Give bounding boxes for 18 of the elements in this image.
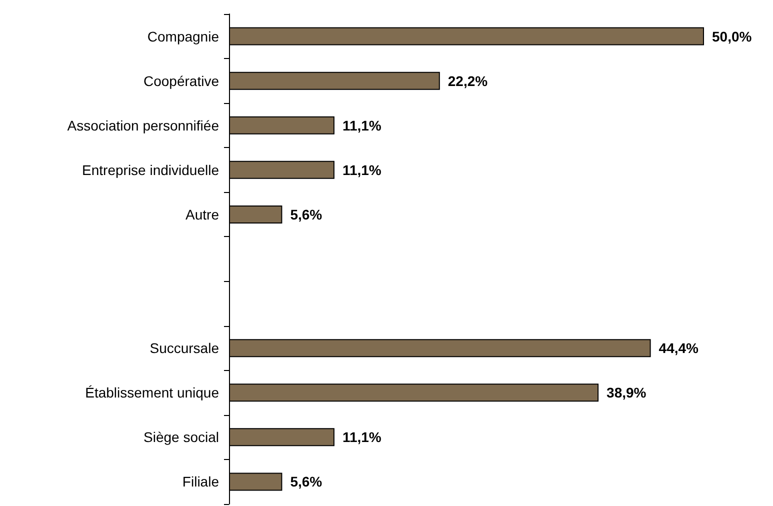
data-label: 11,1% — [342, 117, 382, 134]
y-tick-label: Compagnie — [147, 28, 220, 44]
y-tick-label: Filiale — [182, 474, 220, 490]
data-label: 38,9% — [606, 384, 647, 401]
y-tick-label: Siège social — [144, 429, 219, 446]
data-label: 50,0% — [712, 28, 752, 44]
data-label: 5,6% — [290, 474, 323, 490]
y-tick-label: Établissement unique — [85, 384, 220, 401]
y-tick-label: Succursale — [150, 340, 220, 356]
data-label: 22,2% — [448, 72, 488, 89]
data-label: 11,1% — [342, 429, 382, 446]
y-tick-label: Autre — [186, 206, 220, 222]
y-tick-label: Association personnifiée — [67, 117, 220, 134]
data-label: 44,4% — [658, 340, 700, 356]
data-label: 5,6% — [290, 206, 323, 222]
y-tick-label: Coopérative — [144, 72, 220, 89]
y-tick-label: Entreprise individuelle — [82, 162, 220, 178]
data-label: 11,1% — [342, 162, 382, 178]
